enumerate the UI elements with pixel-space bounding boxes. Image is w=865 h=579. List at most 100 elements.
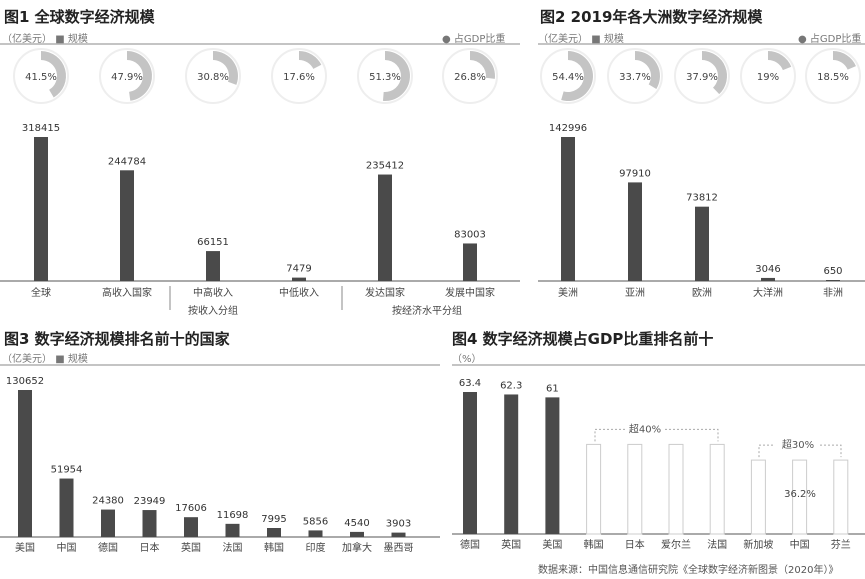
chart1-bar-2 xyxy=(206,251,220,281)
chart3-value-label-9: 3903 xyxy=(386,519,411,530)
chart3-title: 图3 数字经济规模排名前十的国家 xyxy=(4,330,230,348)
donut-track xyxy=(13,48,69,104)
chart3-value-label-2: 24380 xyxy=(92,496,124,507)
chart2-bar-2 xyxy=(695,206,709,281)
chart3-bar-7 xyxy=(308,530,323,537)
chart3-category-label-3: 日本 xyxy=(140,541,160,554)
chart3-value-label-1: 51954 xyxy=(51,465,83,476)
chart1-category-label-5: 发展中国家 xyxy=(445,286,495,299)
donut-slice-3 xyxy=(768,51,792,71)
donut-track xyxy=(540,48,596,104)
donut-track xyxy=(607,48,663,104)
chart3-value-label-4: 17606 xyxy=(175,503,207,514)
donut-label-2: 30.8% xyxy=(197,72,229,83)
chart1-group-label-0: 按收入分组 xyxy=(188,304,238,317)
chart3-bar-2 xyxy=(101,509,115,537)
chart4-category-label-4: 日本 xyxy=(625,538,645,551)
chart1-value-label-4: 235412 xyxy=(366,161,404,172)
chart4-bar-5 xyxy=(668,443,684,535)
group-bracket-40 xyxy=(594,428,719,442)
chart1-value-label-1: 244784 xyxy=(108,156,146,167)
chart4-value-label-1: 62.3 xyxy=(500,380,522,391)
donut-slice-2 xyxy=(702,51,727,95)
chart2-title: 图2 2019年各大洲数字经济规模 xyxy=(540,8,763,26)
chart4-bar-1 xyxy=(504,394,519,534)
chart2-bar-4 xyxy=(826,280,840,281)
chart3-bar-0 xyxy=(18,390,32,537)
chart4-value-label-8: 36.2% xyxy=(784,489,816,500)
donut-label-4: 18.5% xyxy=(817,72,849,83)
chart3-value-label-6: 7995 xyxy=(261,514,286,525)
chart4-category-label-0: 德国 xyxy=(460,538,480,551)
chart2-bar-3 xyxy=(761,277,775,281)
donut-slice-4 xyxy=(833,51,856,70)
chart1-category-label-0: 全球 xyxy=(31,286,51,299)
chart2-bar-1 xyxy=(628,182,642,281)
chart3-bar-6 xyxy=(267,528,281,537)
chart1-bar-1 xyxy=(120,170,134,281)
chart3-category-label-8: 加拿大 xyxy=(342,541,372,554)
chart3-category-label-5: 法国 xyxy=(223,541,243,554)
chart1-value-label-5: 83003 xyxy=(454,229,486,240)
chart4-bar-9 xyxy=(833,459,849,535)
chart1-legend-share: ● 占GDP比重 xyxy=(442,34,506,45)
chart3-bar-8 xyxy=(350,531,364,537)
chart4-category-label-7: 新加坡 xyxy=(743,538,773,551)
chart4-bar-3 xyxy=(586,443,602,535)
donut-label-3: 19% xyxy=(757,72,779,83)
donut-label-0: 54.4% xyxy=(552,72,584,83)
chart2-category-label-2: 欧洲 xyxy=(692,287,712,299)
chart3-category-label-9: 墨西哥 xyxy=(384,542,414,554)
chart2-unit: （亿美元） ■ 规模 xyxy=(538,34,624,45)
chart2-value-label-2: 73812 xyxy=(686,193,718,204)
donut-track xyxy=(805,48,861,104)
chart1-value-label-2: 66151 xyxy=(197,237,229,248)
chart2-category-label-1: 亚洲 xyxy=(625,287,645,299)
chart2-legend-share: ● 占GDP比重 xyxy=(798,34,862,45)
chart2-value-label-0: 142996 xyxy=(549,123,587,134)
chart1-category-label-4: 发达国家 xyxy=(365,286,405,299)
chart2-category-label-4: 非洲 xyxy=(823,287,843,299)
chart4-bar-2 xyxy=(545,397,560,534)
donut-slice-1 xyxy=(127,51,153,101)
chart1-bar-3 xyxy=(292,277,306,281)
chart3-value-label-5: 11698 xyxy=(217,510,249,521)
donut-slice-1 xyxy=(635,51,660,89)
donut-track xyxy=(442,48,498,104)
chart3-bar-5 xyxy=(225,523,240,537)
chart3-category-label-1: 中国 xyxy=(57,541,77,554)
chart3-unit: （亿美元） ■ 规模 xyxy=(2,354,88,365)
chart3-value-label-3: 23949 xyxy=(134,496,166,507)
chart4-category-label-3: 韩国 xyxy=(584,538,604,551)
chart3-bar-4 xyxy=(184,517,198,537)
donut-label-5: 26.8% xyxy=(454,72,486,83)
chart4-value-label-2: 61 xyxy=(546,383,559,394)
donut-slice-2 xyxy=(213,51,238,85)
chart1-bar-5 xyxy=(463,243,477,281)
chart4-category-label-1: 英国 xyxy=(501,538,521,551)
chart4-bar-7 xyxy=(750,459,766,535)
chart4-bar-6 xyxy=(709,443,725,535)
donut-track xyxy=(271,48,327,104)
chart3-category-label-4: 英国 xyxy=(181,541,201,554)
chart1-value-label-0: 318415 xyxy=(22,123,60,134)
chart3-bar-9 xyxy=(391,532,406,537)
donut-track xyxy=(740,48,796,104)
chart1-title: 图1 全球数字经济规模 xyxy=(4,8,155,26)
donut-label-4: 51.3% xyxy=(369,72,401,83)
chart4-category-label-9: 芬兰 xyxy=(831,538,851,551)
chart4-annotation-30: 超30% xyxy=(782,438,814,451)
chart3-value-label-7: 5856 xyxy=(303,516,328,527)
chart1-group-label-1: 按经济水平分组 xyxy=(392,304,462,317)
chart4-unit: （%） xyxy=(452,354,482,365)
donut-slice-4 xyxy=(382,51,410,101)
chart3-category-label-6: 韩国 xyxy=(264,541,284,554)
chart1-category-label-2: 中高收入 xyxy=(193,286,233,299)
chart4-title: 图4 数字经济规模占GDP比重排名前十 xyxy=(452,330,714,348)
chart4-bar-0 xyxy=(463,392,477,534)
donut-label-2: 37.9% xyxy=(686,72,718,83)
chart2-value-label-4: 650 xyxy=(823,266,842,277)
chart3-bar-3 xyxy=(142,510,157,537)
chart3-category-label-7: 印度 xyxy=(306,541,326,554)
